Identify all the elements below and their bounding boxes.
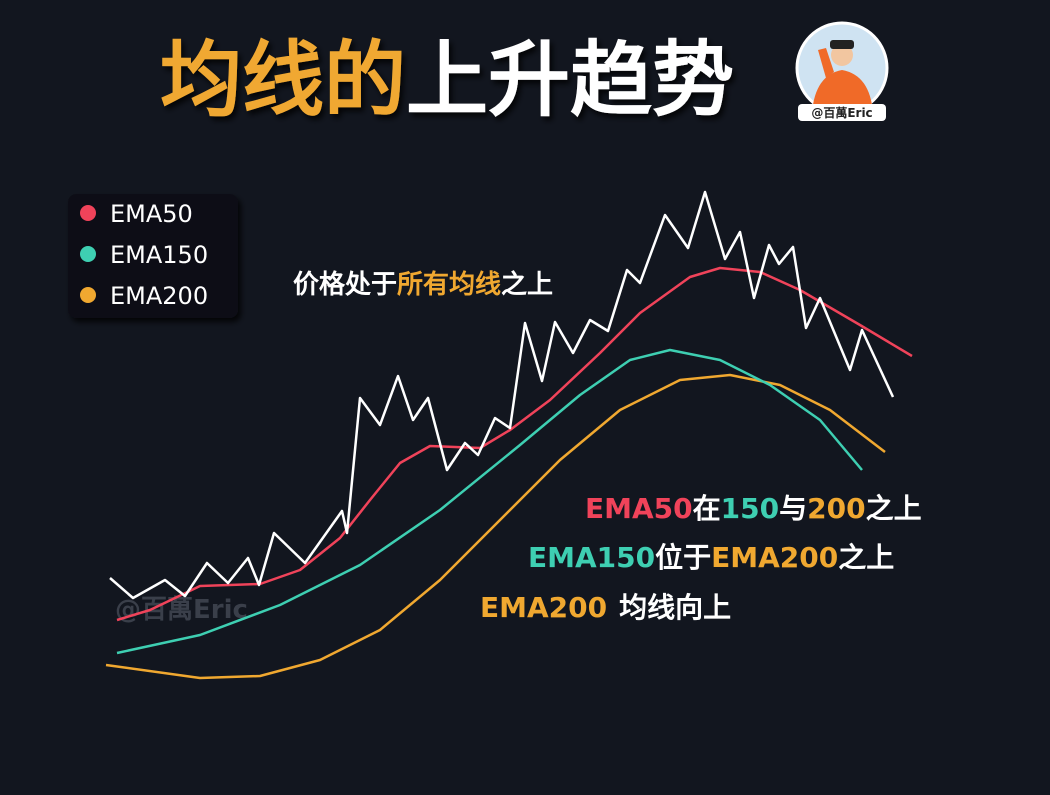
- text: EMA150: [528, 541, 655, 574]
- text: 150: [721, 492, 779, 525]
- text: 所有均线: [397, 270, 501, 300]
- badge-bg: [798, 104, 886, 121]
- text: 在: [693, 492, 721, 525]
- text: 之上: [501, 269, 553, 300]
- text: EMA50: [585, 492, 693, 525]
- text: 之上: [838, 541, 894, 574]
- text: 均线向上: [619, 591, 731, 624]
- avatar: @百萬Eric: [795, 21, 889, 121]
- text: EMA200: [711, 541, 838, 574]
- title: 均线的上升趋势: [160, 33, 734, 128]
- text: EMA200: [480, 591, 607, 624]
- legend-dot: [80, 246, 96, 262]
- title-rest: 上升趋势: [406, 33, 734, 128]
- ema50-annotation: EMA50在150与200之上: [585, 492, 922, 525]
- lines: [105, 190, 913, 680]
- ema150-line: [116, 348, 863, 655]
- watermark: @百萬Eric: [115, 595, 248, 625]
- legend-label: EMA50: [110, 200, 193, 228]
- price-annotation: 价格处于所有均线之上: [293, 269, 553, 300]
- legend: EMA50 EMA150 EMA200: [68, 194, 238, 318]
- text: 价格处于: [293, 269, 397, 300]
- price-line: [109, 190, 895, 600]
- legend-label: EMA200: [110, 282, 208, 310]
- text: 200: [807, 492, 865, 525]
- ema150-annotation: EMA150位于EMA200之上: [528, 541, 894, 574]
- legend-dot: [80, 287, 96, 303]
- badge: @百萬Eric: [811, 105, 872, 120]
- text: 位于: [655, 541, 711, 574]
- ema200-annotation: EMA200 均线向上: [480, 591, 731, 624]
- legend-label: EMA150: [110, 241, 208, 269]
- text: 与: [779, 492, 807, 525]
- text: 之上: [866, 492, 922, 525]
- legend-dot: [80, 205, 96, 221]
- ema200-line: [105, 373, 886, 680]
- title-highlight: 均线的: [160, 33, 406, 128]
- ema50-line: [116, 266, 913, 622]
